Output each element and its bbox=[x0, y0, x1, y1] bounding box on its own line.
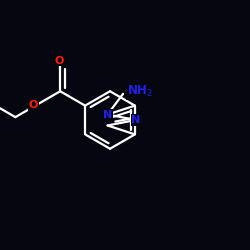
Text: O: O bbox=[54, 56, 64, 66]
Text: N: N bbox=[131, 115, 140, 125]
Text: O: O bbox=[28, 100, 38, 110]
Text: NH$_2$: NH$_2$ bbox=[127, 84, 153, 99]
Text: N: N bbox=[103, 110, 112, 120]
